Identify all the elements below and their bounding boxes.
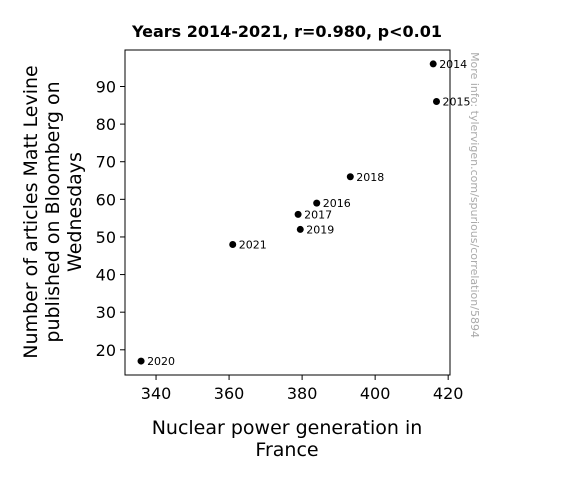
y-tick-label: 40 (96, 266, 116, 285)
y-tick-label: 30 (96, 303, 116, 322)
data-point (313, 199, 321, 207)
y-tick-label: 50 (96, 228, 116, 247)
x-axis-label-line-2: France (255, 439, 318, 461)
data-point-label: 2014 (439, 58, 467, 71)
y-tick-label: 20 (96, 341, 116, 360)
y-tick-label: 60 (96, 190, 116, 209)
data-point-label: 2021 (239, 238, 267, 251)
data-point (432, 98, 440, 106)
y-tick-label: 90 (96, 77, 116, 96)
data-point (137, 357, 145, 365)
data-point (296, 225, 304, 233)
y-tick-label: 70 (96, 153, 116, 172)
data-point (429, 60, 437, 68)
data-point-label: 2019 (306, 223, 334, 236)
chart-title: Years 2014-2021, r=0.980, p<0.01 (131, 22, 442, 41)
x-tick-label: 400 (360, 384, 391, 403)
data-point-label: 2020 (147, 355, 175, 368)
x-axis: 340 360 380 400 420 (141, 375, 464, 403)
data-point-label: 2015 (442, 96, 470, 109)
data-point-label: 2018 (356, 171, 384, 184)
x-tick-label: 420 (433, 384, 464, 403)
y-axis: 20 30 40 50 60 70 80 90 (96, 77, 125, 360)
plot-area (124, 49, 451, 376)
data-point (346, 173, 354, 181)
y-axis-label-line-1: Number of articles Matt Levine (20, 65, 42, 358)
x-tick-label: 380 (287, 384, 318, 403)
data-point-label: 2017 (304, 208, 332, 221)
y-axis-label-line-2: published on Bloomberg on (42, 81, 64, 342)
data-point (294, 210, 302, 218)
y-tick-label: 80 (96, 115, 116, 134)
x-tick-label: 340 (141, 384, 172, 403)
y-axis-label-line-3: Wednesdays (64, 152, 86, 272)
data-point (229, 240, 237, 248)
x-axis-label-line-1: Nuclear power generation in (152, 417, 423, 439)
data-point-label: 2016 (323, 197, 351, 210)
x-tick-label: 360 (214, 384, 245, 403)
watermark-text: More info: tylervigen.com/spurious/corre… (468, 52, 481, 338)
